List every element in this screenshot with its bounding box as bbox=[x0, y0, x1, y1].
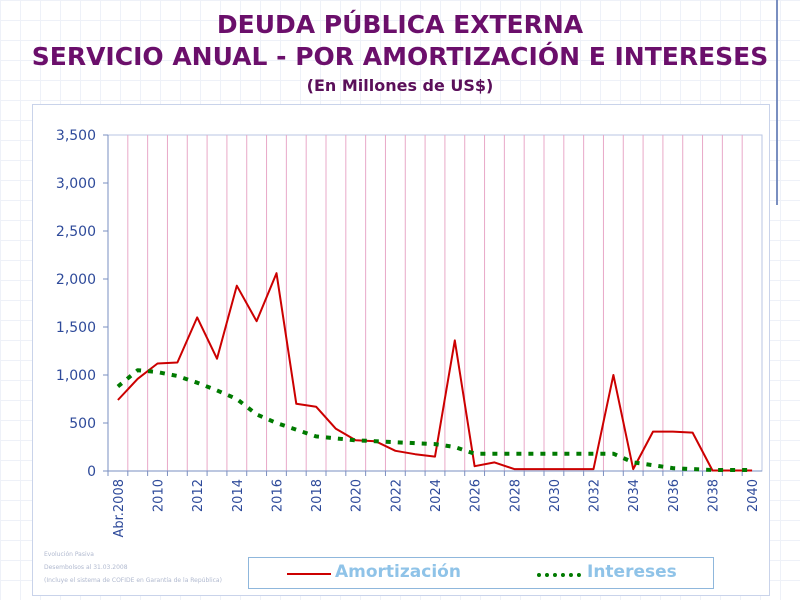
y-tick-label: 3,500 bbox=[56, 128, 96, 144]
x-tick-label: 2016 bbox=[270, 479, 285, 512]
x-tick-label: 2030 bbox=[548, 479, 563, 512]
x-tick-label: 2040 bbox=[746, 479, 761, 512]
x-tick-label: 2014 bbox=[231, 479, 246, 512]
legend-amortizacion-label: Amortización bbox=[335, 562, 461, 582]
x-tick-label: 2020 bbox=[350, 479, 365, 512]
chart-subtitle: (En Millones de US$) bbox=[306, 76, 494, 95]
x-tick-label: 2012 bbox=[191, 479, 206, 512]
x-tick-label: 2026 bbox=[469, 479, 484, 512]
footnote-1: Evolución Pasiva bbox=[44, 551, 94, 558]
legend-intereses-label: Intereses bbox=[587, 562, 677, 582]
x-tick-label: 2034 bbox=[627, 479, 642, 512]
chart-title-line1: DEUDA PÚBLICA EXTERNA bbox=[216, 10, 584, 39]
x-tick-label: 2022 bbox=[389, 479, 404, 512]
footnote-3: (Incluye el sistema de COFIDE en Garantí… bbox=[44, 577, 222, 584]
x-tick-label: Abr.2008 bbox=[112, 479, 127, 538]
x-tick-label: 2024 bbox=[429, 479, 444, 512]
x-tick-label: 2032 bbox=[588, 479, 603, 512]
y-tick-label: 500 bbox=[69, 416, 96, 432]
y-tick-label: 2,500 bbox=[56, 224, 96, 240]
series-line-amortizaci-n bbox=[117, 272, 753, 472]
y-tick-label: 3,000 bbox=[56, 176, 96, 192]
x-tick-label: 2038 bbox=[706, 479, 721, 512]
series-line-intereses bbox=[116, 368, 753, 472]
chart-legend: Amortización Intereses bbox=[248, 557, 714, 589]
y-tick-label: 1,500 bbox=[56, 320, 96, 336]
decorative-rule bbox=[776, 0, 778, 205]
y-tick-label: 1,000 bbox=[56, 368, 96, 384]
x-tick-label: 2028 bbox=[508, 479, 523, 512]
legend-amortizacion-swatch bbox=[287, 573, 331, 575]
legend-intereses-swatch bbox=[537, 573, 581, 577]
footnote-2: Desembolsos al 31.03.2008 bbox=[44, 564, 128, 571]
plot-area bbox=[107, 134, 763, 472]
x-tick-label: 2036 bbox=[667, 479, 682, 512]
x-tick-label: 2018 bbox=[310, 479, 325, 512]
chart-title-line2: SERVICIO ANUAL - POR AMORTIZACIÓN E INTE… bbox=[31, 42, 769, 71]
x-tick-label: 2010 bbox=[152, 479, 167, 512]
y-tick-label: 0 bbox=[87, 464, 96, 480]
y-tick-label: 2,000 bbox=[56, 272, 96, 288]
